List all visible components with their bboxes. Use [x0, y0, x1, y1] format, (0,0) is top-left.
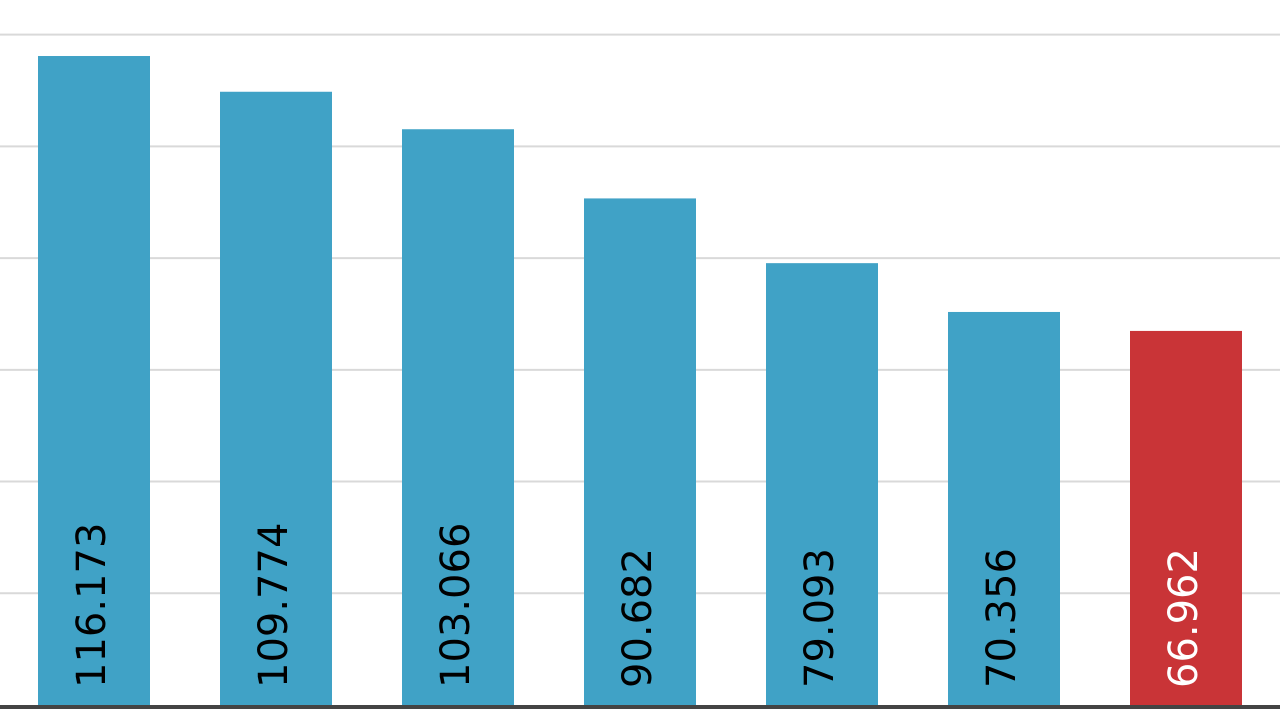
bar: [948, 311, 1060, 705]
value-label: 109.774: [251, 523, 297, 688]
value-label: 79.093: [797, 548, 843, 688]
value-label: 66.962: [1161, 548, 1207, 688]
x-axis: [0, 705, 1280, 709]
bar: [402, 129, 514, 705]
bar: [38, 56, 150, 706]
value-label: 103.066: [433, 523, 479, 688]
value-label: 90.682: [615, 548, 661, 688]
bar: [584, 198, 696, 705]
bar: [220, 91, 332, 706]
bar: [1130, 330, 1242, 705]
value-label: 70.356: [979, 548, 1025, 688]
value-label: 116.173: [69, 523, 115, 688]
bar: [766, 263, 878, 705]
